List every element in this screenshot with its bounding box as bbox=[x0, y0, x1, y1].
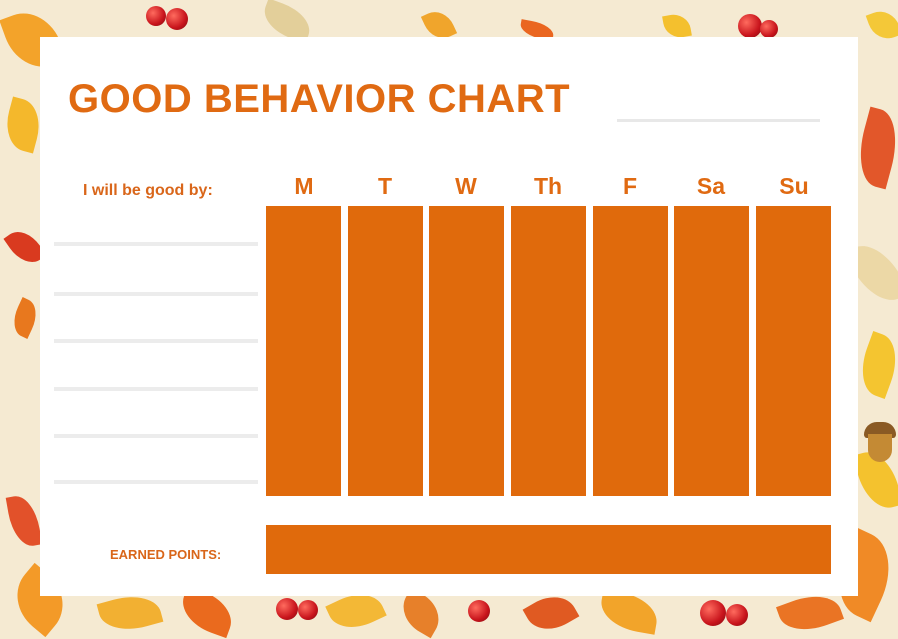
berry-icon bbox=[276, 598, 298, 620]
day-column-thursday[interactable] bbox=[511, 206, 586, 496]
berry-icon bbox=[738, 14, 762, 38]
earned-points-label: EARNED POINTS: bbox=[110, 547, 222, 562]
berry-icon bbox=[166, 8, 188, 30]
day-column-saturday[interactable] bbox=[674, 206, 749, 496]
berry-icon bbox=[760, 20, 778, 38]
day-column-monday[interactable] bbox=[266, 206, 341, 496]
leaf-icon bbox=[865, 6, 898, 44]
day-header-monday: M bbox=[294, 173, 314, 199]
behavior-line[interactable] bbox=[54, 387, 258, 391]
behavior-line[interactable] bbox=[54, 434, 258, 438]
day-header-tuesday: T bbox=[377, 173, 393, 199]
behavior-line[interactable] bbox=[54, 292, 258, 296]
berry-icon bbox=[298, 600, 318, 620]
chart-card: GOOD BEHAVIOR CHART I will be good by: M… bbox=[40, 37, 858, 596]
behavior-line[interactable] bbox=[54, 242, 258, 246]
day-header-saturday: Sa bbox=[696, 173, 726, 199]
behavior-line[interactable] bbox=[54, 480, 258, 484]
leaf-icon bbox=[5, 492, 43, 550]
leaf-icon bbox=[7, 297, 43, 339]
name-line[interactable] bbox=[617, 119, 820, 122]
leaf-icon bbox=[597, 589, 661, 635]
berry-icon bbox=[468, 600, 490, 622]
day-header-friday: F bbox=[622, 173, 638, 199]
day-header-sunday: Su bbox=[779, 173, 809, 199]
acorn-icon bbox=[864, 422, 896, 462]
day-column-friday[interactable] bbox=[593, 206, 668, 496]
leaf-icon bbox=[852, 330, 898, 400]
earned-points-box[interactable] bbox=[266, 525, 831, 574]
behaviors-label: I will be good by: bbox=[83, 182, 213, 199]
berry-icon bbox=[146, 6, 166, 26]
day-header-wednesday: W bbox=[455, 173, 477, 199]
leaf-icon bbox=[662, 11, 692, 41]
berry-icon bbox=[700, 600, 726, 626]
day-column-tuesday[interactable] bbox=[348, 206, 423, 496]
day-column-sunday[interactable] bbox=[756, 206, 831, 496]
day-header-thursday: Th bbox=[533, 173, 563, 199]
day-column-wednesday[interactable] bbox=[429, 206, 504, 496]
leaf-icon bbox=[96, 588, 164, 638]
berry-icon bbox=[726, 604, 748, 626]
chart-title: GOOD BEHAVIOR CHART bbox=[68, 77, 571, 121]
behavior-line[interactable] bbox=[54, 339, 258, 343]
